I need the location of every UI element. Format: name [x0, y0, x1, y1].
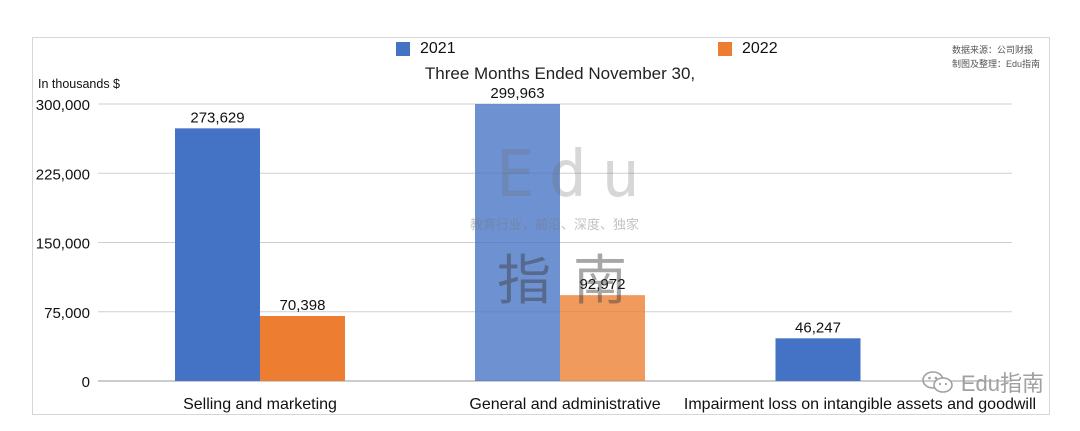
legend-label-2021: 2021	[420, 40, 456, 57]
data-label-2022-0: 70,398	[280, 297, 326, 314]
watermark-tagline: 教育行业，前沿、深度、独家	[470, 217, 640, 232]
watermark-edu: Edu	[496, 138, 654, 212]
bar-2021-2	[775, 338, 861, 381]
chart-frame	[32, 37, 1050, 415]
source-line-1: 数据来源：公司财报	[951, 45, 1033, 55]
bar-2022-0	[260, 315, 345, 381]
y-tick-label: 150,000	[36, 236, 90, 253]
legend-label-2022: 2022	[742, 40, 778, 57]
data-label-2022-1: 92,972	[580, 276, 626, 293]
y-tick-label: 225,000	[36, 166, 90, 183]
x-category-label: General and administrative	[469, 396, 660, 413]
watermark-cn: 指南	[497, 251, 649, 311]
wechat-icon	[922, 371, 953, 393]
y-axis-unit-label: In thousands $	[38, 77, 121, 91]
bar-2021-1	[475, 104, 560, 381]
data-label-2021-0: 273,629	[190, 109, 244, 126]
y-tick-label: 300,000	[36, 97, 90, 114]
x-category-label: Impairment loss on intangible assets and…	[684, 396, 1036, 413]
legend-swatch-2021	[396, 42, 410, 56]
data-label-2021-1: 299,963	[490, 85, 544, 102]
legend-item-2021: 2021	[396, 40, 456, 58]
x-category-label: Selling and marketing	[183, 396, 337, 413]
bar-2021-0	[175, 128, 260, 381]
data-label-2021-2: 46,247	[795, 319, 841, 336]
source-line-2: 制图及整理：Edu指南	[951, 59, 1040, 69]
legend-item-2022: 2022	[718, 40, 778, 58]
wechat-brand: Edu指南	[921, 366, 1044, 398]
source-note: 数据来源：公司财报 制图及整理：Edu指南	[952, 43, 1040, 71]
y-tick-label: 75,000	[44, 305, 90, 322]
chart-title: Three Months Ended November 30,	[424, 64, 696, 83]
bar-2022-1	[560, 295, 645, 381]
y-tick-label: 0	[82, 374, 90, 391]
wechat-brand-label: Edu指南	[960, 371, 1044, 396]
legend-swatch-2022	[718, 42, 732, 56]
